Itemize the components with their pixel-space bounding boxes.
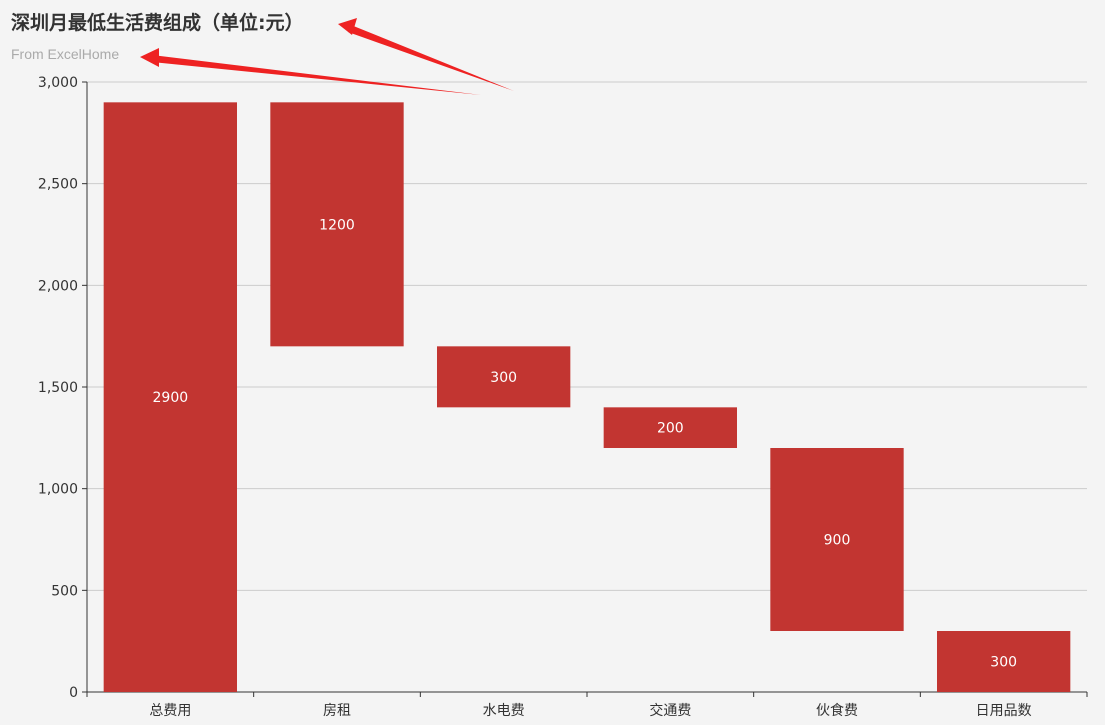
x-tick-label-0: 总费用 <box>149 703 191 719</box>
bar-label-0: 2900 <box>153 390 189 406</box>
bar-label-1: 1200 <box>319 217 355 233</box>
y-tick-label-2: 1,000 <box>38 482 78 498</box>
annotation-arrow-subtitle-shaft <box>152 55 481 95</box>
y-tick-label-3: 1,500 <box>38 380 78 396</box>
y-tick-label-5: 2,500 <box>38 177 78 193</box>
bar-label-3: 200 <box>657 421 684 437</box>
y-tick-label-0: 0 <box>69 685 78 701</box>
bar-2 <box>437 346 571 408</box>
chart-title: 深圳月最低生活费组成（单位:元） <box>11 12 304 34</box>
y-tick-label-6: 3,000 <box>38 75 78 91</box>
x-tick-label-1: 房租 <box>323 703 351 719</box>
bar-label-2: 300 <box>490 370 517 386</box>
bar-1 <box>270 102 404 347</box>
chart-subtitle: From ExcelHome <box>11 46 120 62</box>
bar-4 <box>770 448 904 631</box>
x-tick-label-4: 伙食费 <box>816 702 858 719</box>
x-tick-label-3: 交通费 <box>649 702 691 719</box>
y-tick-label-1: 500 <box>51 583 78 599</box>
bar-label-4: 900 <box>824 533 851 549</box>
bar-5 <box>937 631 1071 692</box>
bar-0 <box>103 102 238 693</box>
annotation-arrow-title-shaft <box>348 25 514 91</box>
annotation-arrow-subtitle-head <box>140 48 159 67</box>
x-tick-label-5: 日用品数 <box>976 703 1032 719</box>
y-tick-label-4: 2,000 <box>38 278 78 294</box>
x-tick-label-2: 水电费 <box>483 703 525 719</box>
bar-3 <box>603 407 737 448</box>
annotation-arrow-title-head <box>338 18 357 35</box>
bar-label-5: 300 <box>990 655 1017 671</box>
